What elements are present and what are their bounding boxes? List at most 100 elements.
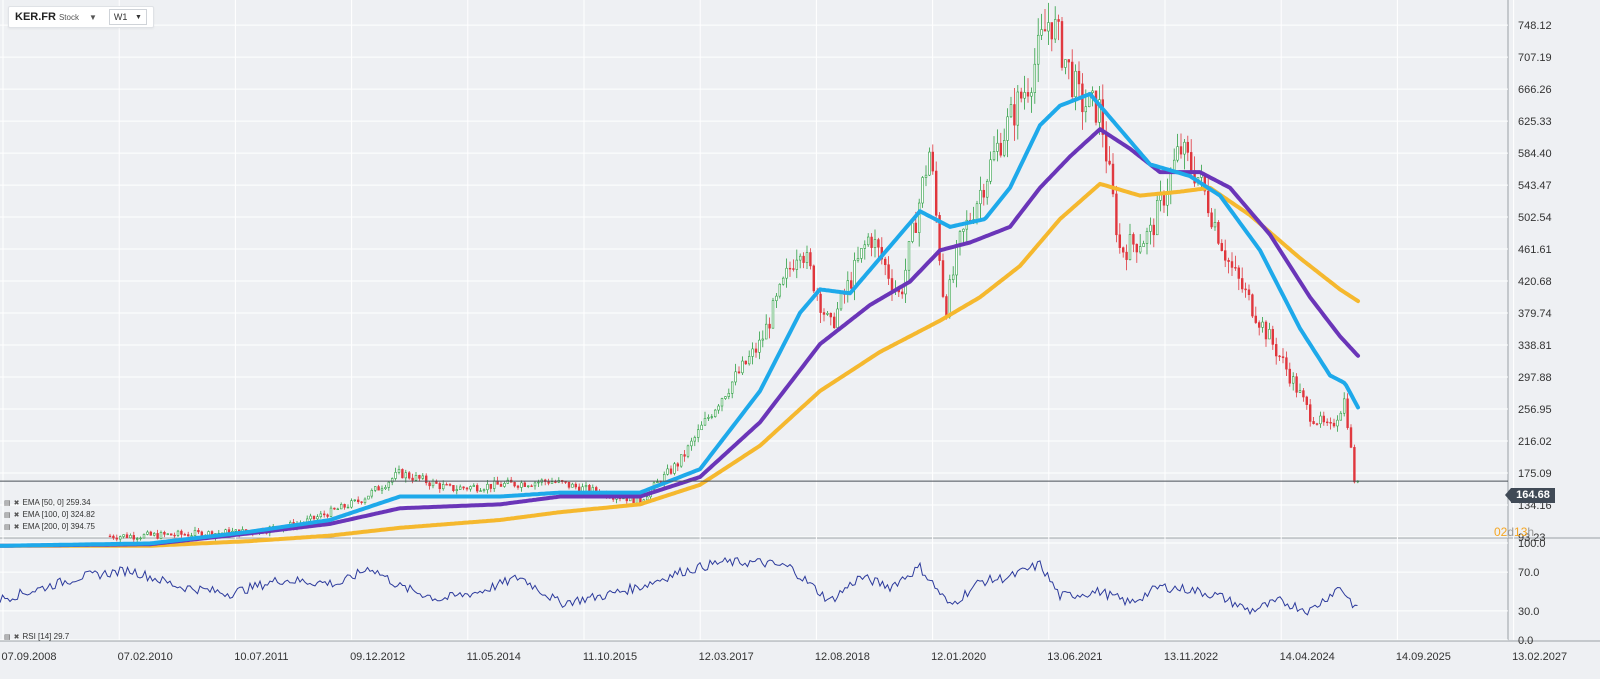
candle-body — [734, 371, 737, 383]
candle-body — [377, 486, 380, 491]
candle — [666, 464, 669, 476]
candle-body — [554, 481, 557, 483]
settings-icon[interactable]: ▤ — [4, 511, 11, 519]
price-tick-label: 461.61 — [1518, 244, 1552, 256]
candle-body — [526, 485, 530, 487]
candle-body — [1098, 99, 1101, 123]
indicator-label: EMA [100, 0] 324.82 — [22, 510, 96, 519]
candle — [309, 513, 312, 523]
settings-icon[interactable]: ▤ — [4, 633, 11, 641]
candle — [887, 256, 890, 285]
candle-body — [360, 501, 363, 503]
candle-body — [1281, 356, 1285, 359]
candle — [1268, 322, 1271, 340]
symbol-label[interactable]: KER.FR — [15, 11, 56, 23]
candle — [469, 485, 472, 492]
candle-body — [1251, 294, 1254, 317]
candle-body — [1319, 415, 1322, 425]
candle — [703, 411, 707, 426]
candle-body — [1247, 289, 1251, 296]
candle-body — [805, 252, 809, 263]
candle — [710, 414, 714, 420]
price-tick-label: 93.23 — [1518, 532, 1546, 544]
candle-body — [1254, 315, 1258, 323]
candle-body — [761, 338, 765, 341]
candle-body — [108, 535, 112, 538]
candle-body — [190, 535, 193, 537]
candle-body — [955, 245, 958, 276]
candle-body — [1111, 163, 1115, 195]
candle — [802, 252, 805, 269]
candle-body — [322, 513, 326, 516]
candle — [761, 330, 765, 348]
candle — [1227, 257, 1230, 274]
indicator-legend-ema200[interactable]: ▤ ✖ EMA [200, 0] 394.75 — [4, 522, 95, 531]
candle-body — [792, 268, 795, 270]
indicator-legend-ema100[interactable]: ▤ ✖ EMA [100, 0] 324.82 — [4, 510, 95, 519]
candle — [941, 253, 945, 299]
candle — [452, 485, 455, 493]
candle-body — [180, 530, 183, 535]
candle-body — [1128, 234, 1132, 260]
timeframe-select[interactable]: W1 ▼ — [108, 9, 147, 25]
candle — [1237, 265, 1241, 291]
candle — [1271, 325, 1275, 350]
candle — [1009, 96, 1013, 118]
candle — [795, 249, 799, 279]
close-icon[interactable]: ✖ — [13, 523, 20, 531]
candle-body — [428, 482, 431, 487]
close-icon[interactable]: ✖ — [13, 511, 20, 519]
candle — [1043, 8, 1047, 32]
candle — [370, 488, 373, 499]
candle-body — [146, 531, 149, 535]
candle-body — [822, 312, 826, 315]
candle-body — [1135, 243, 1139, 253]
settings-icon[interactable]: ▤ — [4, 499, 11, 507]
candle — [877, 237, 880, 259]
indicator-legend-rsi[interactable]: ▤ ✖ RSI [14] 29.7 — [4, 632, 69, 641]
candle-body — [1268, 329, 1271, 340]
candle-body — [1033, 63, 1037, 93]
candle-body — [1142, 243, 1145, 247]
candle-body — [1064, 59, 1067, 68]
candle-body — [1309, 404, 1312, 422]
candle-body — [513, 481, 516, 487]
candle-body — [1336, 419, 1339, 427]
candle — [1234, 255, 1237, 271]
candle — [129, 533, 132, 539]
candle-body — [758, 339, 761, 353]
candle-body — [1176, 146, 1179, 161]
settings-icon[interactable]: ▤ — [4, 523, 11, 531]
candle-body — [673, 463, 676, 474]
candle-body — [1322, 415, 1326, 423]
candle-body — [380, 488, 384, 491]
candle — [870, 233, 873, 257]
candle-body — [1074, 70, 1077, 98]
close-icon[interactable]: ✖ — [13, 633, 20, 641]
candle-body — [132, 535, 135, 540]
candle-body — [713, 409, 717, 417]
candle — [1305, 395, 1309, 410]
candle — [489, 483, 492, 493]
candle-body — [863, 244, 867, 249]
candle-body — [1122, 247, 1125, 253]
candle-body — [1292, 376, 1295, 384]
candle — [173, 532, 176, 538]
candle — [809, 248, 812, 270]
candle-body — [363, 498, 367, 503]
candle — [1275, 337, 1278, 365]
candle — [571, 482, 574, 488]
candle-body — [156, 533, 159, 539]
indicator-legend-ema50[interactable]: ▤ ✖ EMA [50, 0] 259.34 — [4, 498, 91, 507]
candle-body — [465, 487, 469, 490]
candle-body — [1213, 222, 1217, 228]
candle — [108, 533, 112, 538]
close-icon[interactable]: ✖ — [13, 499, 20, 507]
candle — [455, 485, 458, 495]
candle-body — [492, 480, 496, 489]
candle-body — [690, 440, 693, 447]
candle — [1026, 78, 1030, 103]
symbol-dropdown-icon[interactable]: ▼ — [88, 12, 97, 22]
candle-body — [149, 531, 152, 536]
